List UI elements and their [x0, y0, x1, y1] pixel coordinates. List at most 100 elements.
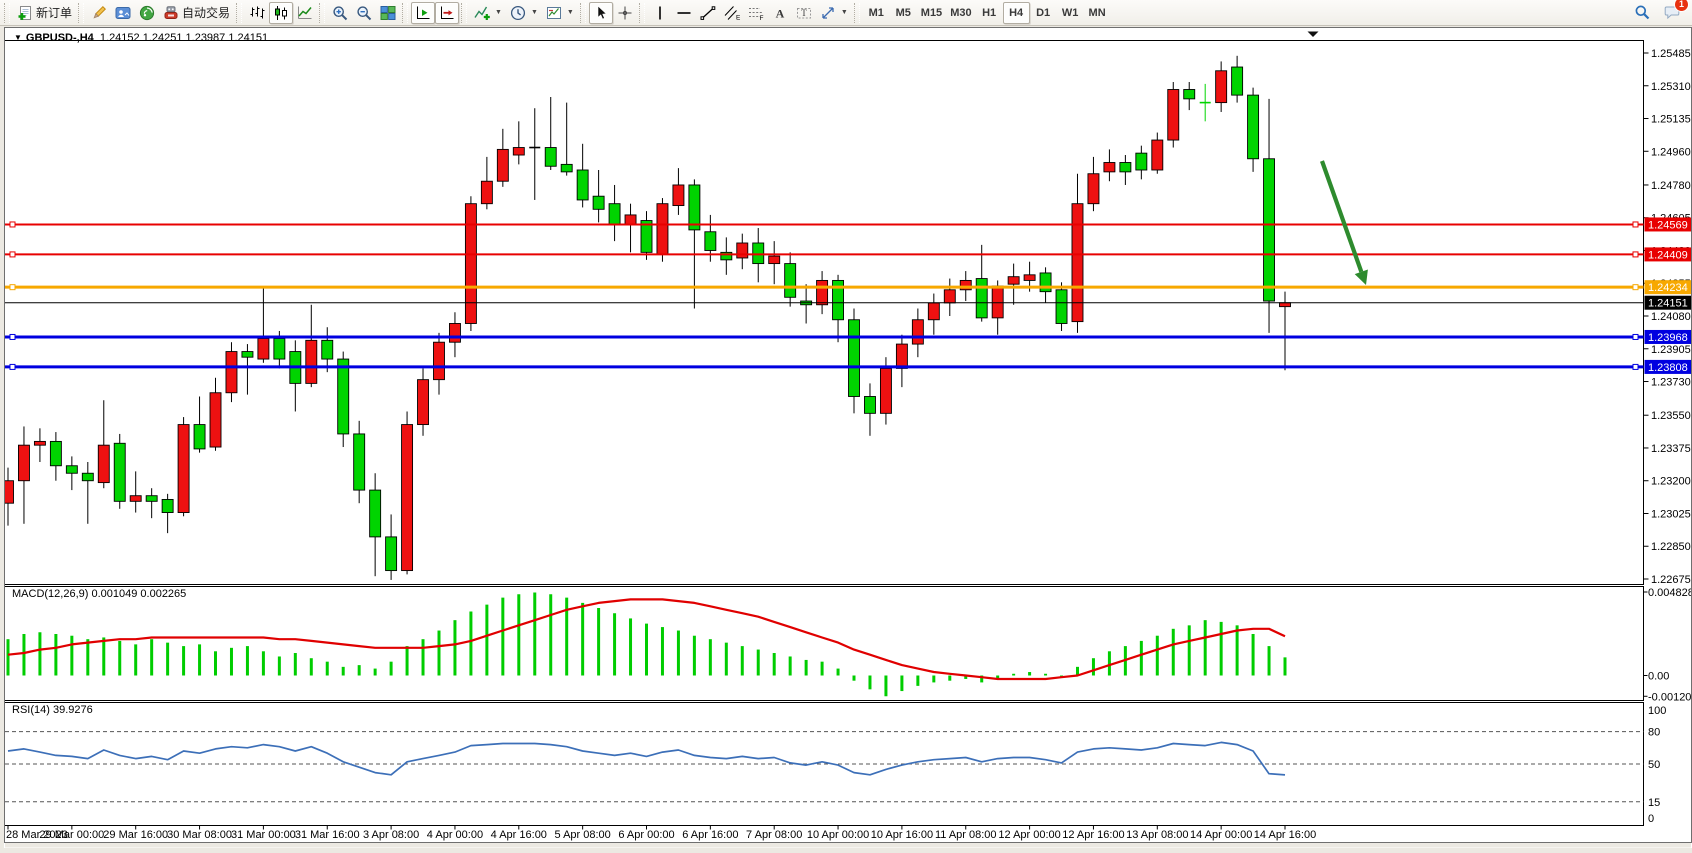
vertical-line-tool-button[interactable] [648, 2, 672, 24]
profile-icon [115, 5, 131, 21]
auto-trading-button[interactable]: 自动交易 [159, 2, 234, 24]
zoom-out-button[interactable] [352, 2, 376, 24]
templates-button[interactable]: ▼ [542, 2, 578, 24]
line-handle[interactable] [1632, 333, 1639, 340]
timeframe-mn-button[interactable]: MN [1084, 2, 1111, 24]
auto-scroll-button[interactable] [411, 1, 436, 24]
time-axis-label: 12 Apr 16:00 [1062, 829, 1124, 841]
line-handle[interactable] [9, 363, 16, 370]
zoom-in-button[interactable] [328, 2, 352, 24]
time-axis-label: 6 Apr 00:00 [618, 829, 674, 841]
line-chart-button[interactable] [293, 2, 317, 24]
timeframe-m30-button[interactable]: M30 [946, 2, 975, 24]
main-pane[interactable] [4, 40, 1644, 585]
line-price-badge: 1.24409 [1648, 249, 1688, 261]
crosshair-tool-button[interactable] [613, 2, 637, 24]
bid-price-badge: 1.24151 [1648, 298, 1688, 310]
search-button[interactable] [1630, 1, 1654, 23]
line-handle[interactable] [1632, 251, 1639, 258]
toolbar-button-label: D1 [1036, 6, 1051, 19]
periods-button[interactable]: ▼ [506, 2, 542, 24]
price-axis-label: 1.23200 [1651, 476, 1691, 488]
timeframe-h1-button[interactable]: H1 [976, 2, 1003, 24]
metaeditor-button[interactable] [87, 2, 111, 24]
tile-windows-button[interactable] [376, 2, 400, 24]
signal-button[interactable] [135, 2, 159, 24]
svg-text:E: E [736, 14, 740, 21]
candle [1119, 155, 1132, 185]
timeframe-h4-button[interactable]: H4 [1002, 1, 1030, 24]
macd-pane[interactable] [4, 586, 1644, 701]
dropdown-arrow-icon[interactable]: ▼ [530, 9, 538, 16]
dropdown-arrow-icon[interactable]: ▼ [495, 9, 502, 16]
cursor-tool-button[interactable] [588, 1, 613, 24]
trendline-tool-button[interactable] [696, 2, 720, 24]
candle [385, 514, 398, 580]
toolbar-group-grip [402, 2, 409, 23]
rsi-line [7, 741, 1286, 776]
chart-shift-marker-icon[interactable] [1307, 31, 1319, 38]
toolbar-right-section: 1 [1630, 0, 1689, 25]
candle [161, 493, 174, 534]
line-handle[interactable] [1632, 363, 1639, 370]
candle [1071, 173, 1084, 333]
candle [480, 156, 493, 210]
timeframe-m5-button[interactable]: M5 [890, 2, 917, 24]
channel-tool-button[interactable]: E [720, 2, 744, 24]
candle [1103, 149, 1116, 182]
bars-icon [249, 5, 265, 21]
line-handle[interactable] [9, 251, 16, 258]
bar-chart-button[interactable] [245, 2, 269, 24]
candle [145, 488, 158, 519]
rsi-axis-label: 50 [1648, 759, 1660, 771]
line-handle[interactable] [9, 221, 16, 228]
zoomin-icon [332, 5, 348, 21]
line-handle[interactable] [1632, 221, 1639, 228]
macd-axis-label: 0.00 [1648, 671, 1669, 683]
dropdown-arrow-icon[interactable]: ▼ [840, 9, 848, 16]
fibo-icon: F [748, 5, 764, 21]
pencil-icon [91, 5, 107, 21]
horizontal-line-tool-button[interactable] [672, 2, 696, 24]
timeframe-w1-button[interactable]: W1 [1057, 2, 1084, 24]
candle [417, 368, 429, 436]
arrows-tool-button[interactable]: ▼ [816, 2, 852, 24]
new-order-button[interactable]: 新订单 [13, 2, 76, 24]
candle [640, 211, 653, 260]
line-handle[interactable] [1632, 284, 1639, 291]
chart-shift-button[interactable] [435, 1, 460, 24]
shapes-icon [820, 5, 836, 21]
channel-icon: E [724, 5, 740, 21]
timeframe-m15-button[interactable]: M15 [917, 2, 946, 24]
line-handle[interactable] [9, 284, 16, 291]
profile-button[interactable] [111, 2, 135, 24]
candle [97, 400, 110, 489]
candle [560, 102, 573, 176]
line-handle[interactable] [9, 333, 16, 340]
time-axis-label: 14 Apr 16:00 [1254, 829, 1316, 841]
annotation-arrow-head [1354, 269, 1368, 285]
autotrade-icon [163, 5, 179, 21]
chart-window[interactable]: ▼ GBPUSD-,H4 1.24152 1.24251 1.23987 1.24… [2, 27, 1692, 848]
timeframe-m1-button[interactable]: M1 [863, 2, 890, 24]
indicators-button[interactable]: ▼ [470, 2, 506, 24]
time-axis-label: 7 Apr 08:00 [746, 829, 802, 841]
fibonacci-tool-button[interactable]: F [744, 2, 768, 24]
dropdown-arrow-icon[interactable]: ▼ [566, 9, 574, 16]
timeframe-d1-button[interactable]: D1 [1030, 2, 1057, 24]
time-axis-label: 29 Mar 16:00 [103, 829, 168, 841]
price-chart-canvas[interactable]: 1.254851.253101.251351.249601.247801.246… [2, 27, 1692, 848]
candle [529, 108, 541, 200]
line-price-badge: 1.24569 [1648, 219, 1688, 231]
text-label-tool-button[interactable]: T [792, 2, 816, 24]
time-axis-label: 10 Apr 16:00 [871, 829, 933, 841]
toolbar-button-label: M5 [895, 6, 911, 19]
hline-icon [676, 5, 692, 21]
candle [864, 383, 876, 436]
candle [449, 312, 461, 358]
symbol-dropdown-icon[interactable]: ▼ [14, 33, 22, 42]
annotation-arrow[interactable] [1320, 160, 1364, 273]
text-tool-button[interactable]: A [768, 2, 792, 24]
time-axis-label: 4 Apr 16:00 [491, 829, 547, 841]
candlestick-chart-button[interactable] [269, 1, 294, 24]
